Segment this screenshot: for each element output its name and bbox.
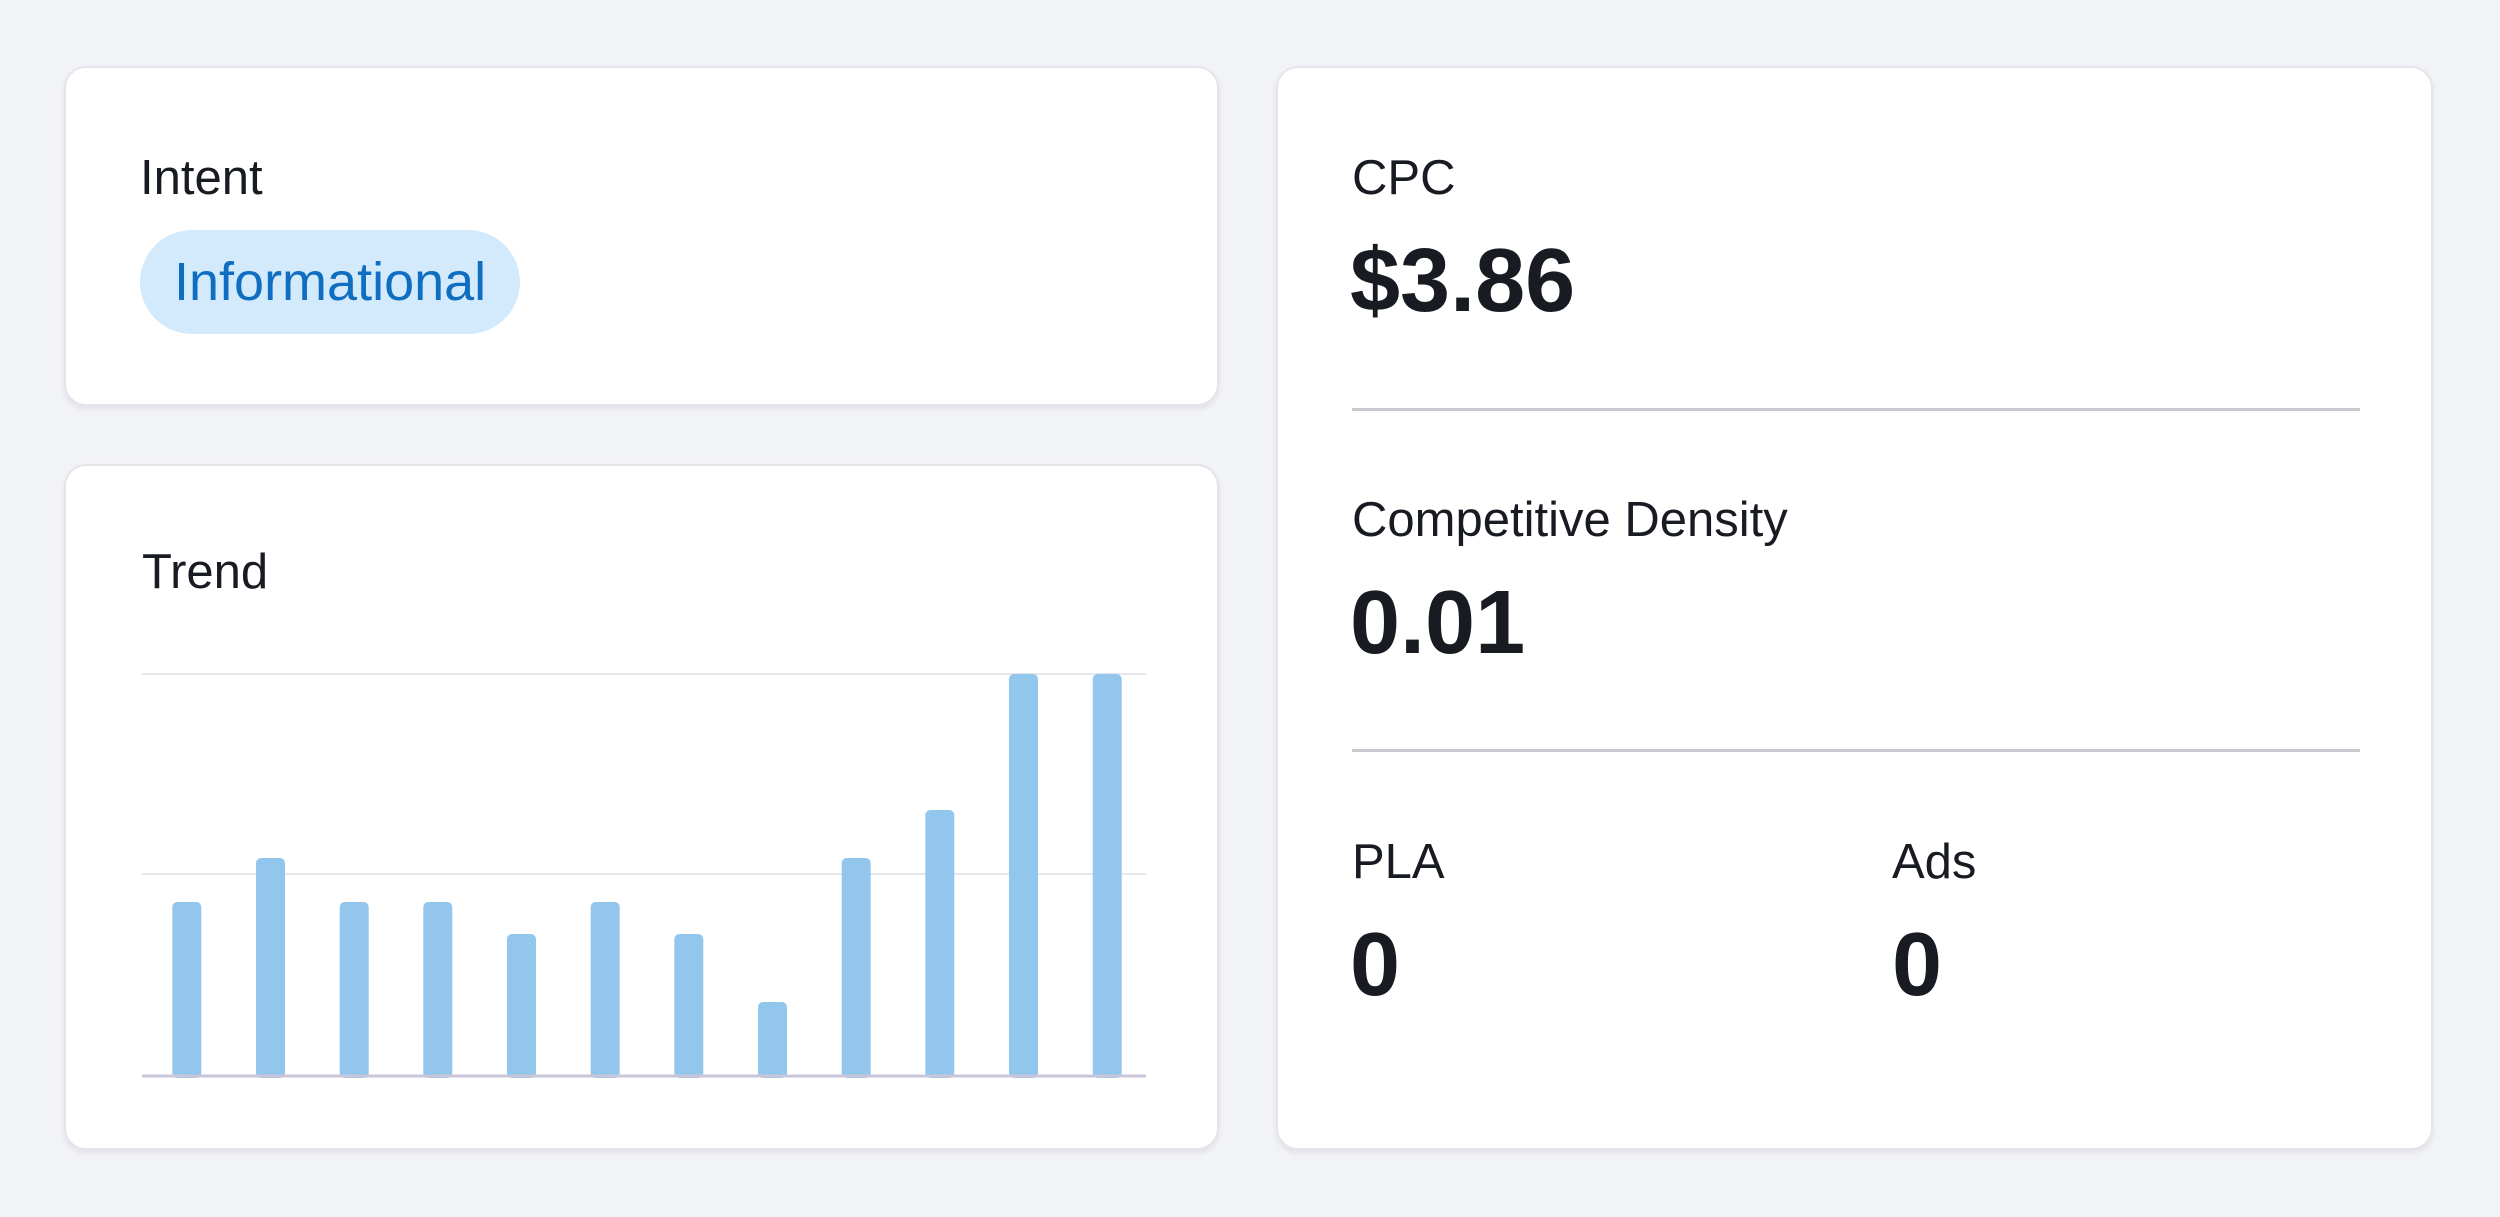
cpc-label: CPC [1352, 151, 1456, 205]
trend-bar [256, 858, 285, 1078]
divider [1352, 749, 2360, 752]
cpc-value: $3.86 [1350, 231, 1576, 331]
divider [1352, 408, 2360, 411]
intent-label: Intent [140, 151, 263, 205]
competitive-density-value: 0.01 [1350, 573, 1526, 673]
trend-bar [841, 858, 871, 1078]
trend-bar [423, 902, 453, 1078]
trend-bar [758, 1002, 787, 1078]
trend-bar [1009, 674, 1038, 1078]
trend-bar [1092, 674, 1122, 1078]
trend-bar [339, 902, 369, 1078]
ads-label: Ads [1892, 835, 1977, 889]
trend-bar [925, 810, 955, 1078]
intent-badge: Informational [140, 230, 521, 334]
ads-value: 0 [1892, 915, 1943, 1015]
trend-bar [590, 902, 620, 1078]
pla-label: PLA [1352, 835, 1445, 889]
metrics-card: CPC $3.86 Competitive Density 0.01 PLA 0… [1276, 66, 2433, 1150]
competitive-density-label: Competitive Density [1352, 493, 1788, 547]
trend-bar [172, 902, 202, 1078]
trend-chart [142, 673, 1146, 1078]
trend-card: Trend [64, 464, 1219, 1150]
trend-bar [674, 934, 704, 1078]
trend-label: Trend [142, 545, 269, 599]
trend-bar [507, 934, 536, 1078]
intent-card: Intent Informational [64, 66, 1219, 406]
pla-value: 0 [1350, 915, 1401, 1015]
